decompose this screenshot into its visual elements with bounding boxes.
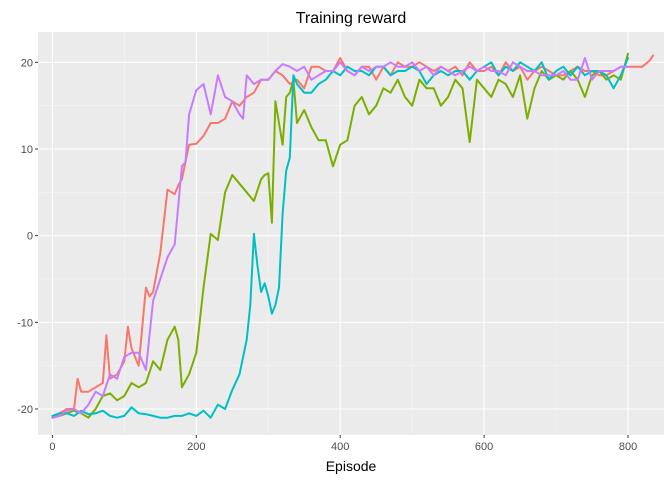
x-tick-label: 0 [49,441,55,453]
chart-title: Training reward [296,10,407,27]
series-lines [51,52,655,419]
x-tick-label: 400 [331,441,349,453]
y-tick-label: 10 [21,144,33,156]
series-line-2 [51,52,629,419]
series-line-4 [51,57,629,419]
x-axis-title: Episode [326,458,377,474]
x-tick-label: 600 [475,441,493,453]
y-tick-label: 20 [21,57,33,69]
y-tick-label: -20 [17,404,33,416]
axis-tick-labels: 0 200 400 600 800 -20 -10 0 10 20 [17,57,637,453]
plot-panel [38,32,664,435]
series-line-3 [51,57,629,419]
y-tick-label: -10 [17,317,33,329]
x-tick-label: 800 [619,441,637,453]
grid-lines [38,32,664,435]
x-tick-label: 200 [187,441,205,453]
axis-ticks [35,61,629,438]
y-tick-label: 0 [27,231,33,243]
series-line-1 [51,54,655,419]
